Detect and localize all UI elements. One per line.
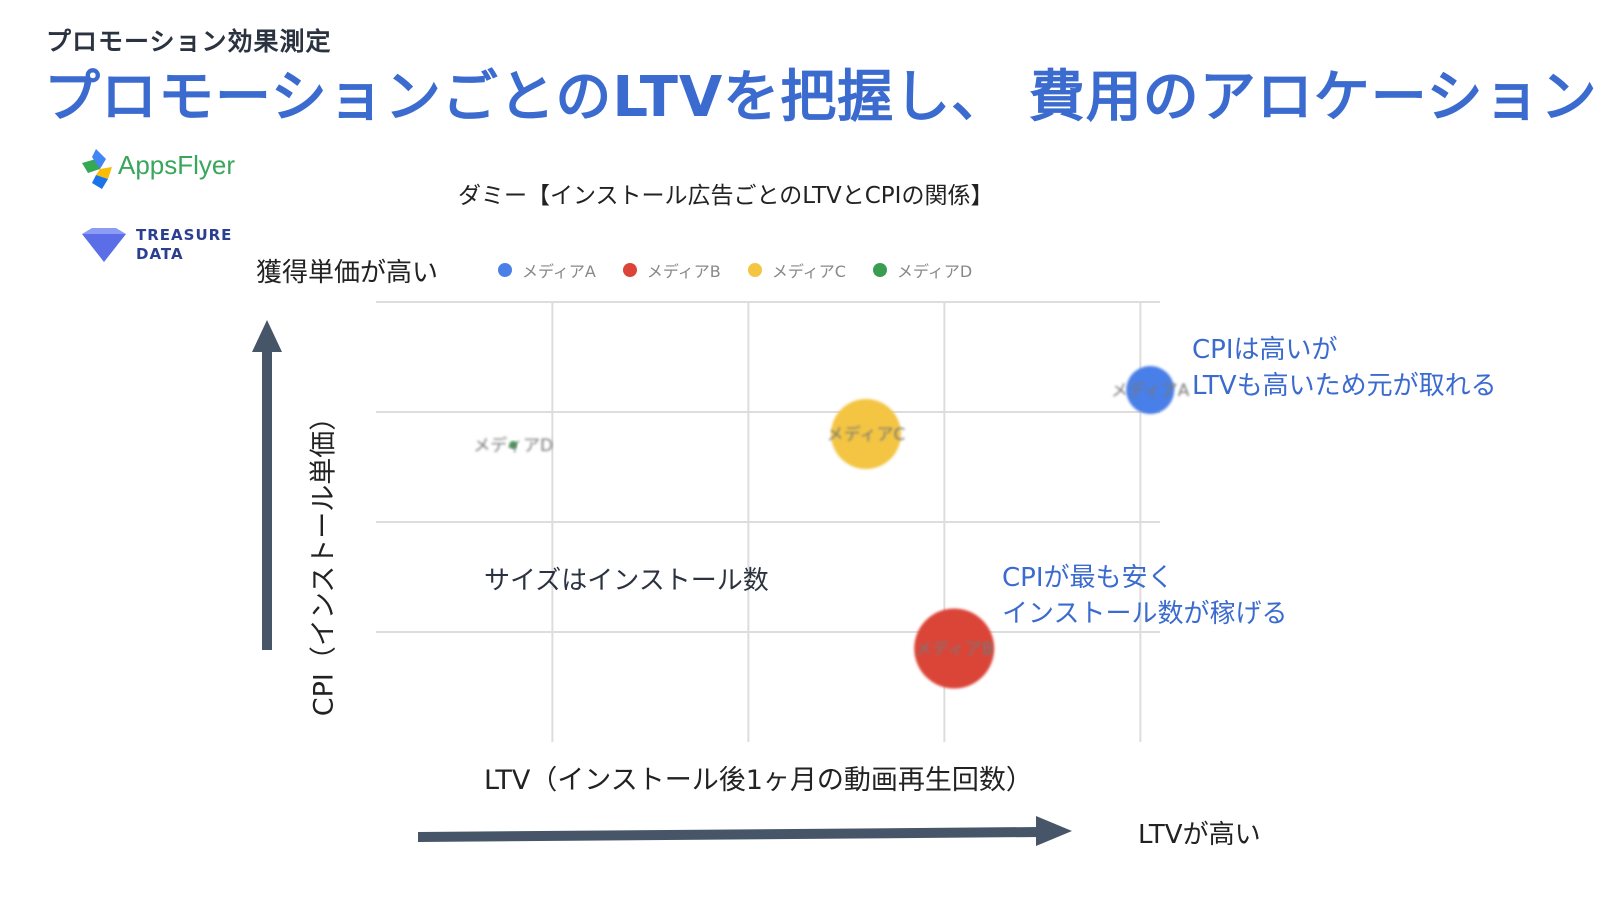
- y-axis-arrow: [252, 320, 282, 650]
- legend-dot-media-d: [873, 263, 888, 277]
- point-media-d: [509, 441, 518, 449]
- legend-item-media-a: メディアA: [498, 258, 596, 282]
- annotation-b-line-1: CPIが最も安く: [1002, 563, 1174, 593]
- treasure-data-logo: [82, 228, 126, 262]
- point-media-c: [831, 399, 901, 469]
- size-note: サイズはインストール数: [484, 566, 769, 596]
- appsflyer-logo: [82, 149, 112, 189]
- y-axis-label: CPI（インストール単価）: [308, 403, 340, 717]
- annotation-a-line-1: CPIは高いが: [1192, 335, 1338, 365]
- legend-label-media-d: メディアD: [897, 262, 973, 281]
- ltv-high-label: LTVが高い: [1138, 820, 1261, 850]
- legend-label-media-a: メディアA: [522, 262, 596, 281]
- legend-item-media-d: メディアD: [873, 258, 972, 282]
- legend-item-media-b: メディアB: [622, 258, 721, 282]
- annotation-media-a: CPIは高いが LTVも高いため元が取れる: [1192, 332, 1497, 404]
- point-label-media-c: メディアC: [827, 424, 906, 445]
- appsflyer-wordmark: AppsFlyer: [118, 150, 236, 180]
- annotation-a-line-2: LTVも高いため元が取れる: [1192, 371, 1497, 401]
- x-axis-label: LTV（インストール後1ヶ月の動画再生回数）: [484, 765, 1033, 796]
- legend-label-media-b: メディアB: [646, 262, 721, 281]
- legend-dot-media-c: [747, 263, 762, 277]
- chart-legend: メディアA メディアB メディアC メディアD: [498, 258, 994, 282]
- point-media-a: [1126, 366, 1175, 414]
- point-label-media-a: メディアA: [1111, 380, 1190, 401]
- annotation-media-b: CPIが最も安く インストール数が稼げる: [1002, 560, 1287, 632]
- chart-grid: [376, 301, 1160, 742]
- chart-points: メディアA メディアB メディアC メディアD: [473, 366, 1190, 689]
- point-media-b: [914, 608, 995, 689]
- legend-label-media-c: メディアC: [771, 262, 846, 281]
- legend-dot-media-b: [622, 263, 637, 277]
- x-axis-arrow: [418, 816, 1072, 846]
- treasure-line-2: DATA: [136, 245, 184, 263]
- point-label-media-b: メディアB: [915, 639, 993, 660]
- point-label-media-d: メディアD: [473, 435, 553, 456]
- annotation-b-line-2: インストール数が稼げる: [1002, 599, 1288, 629]
- chart-title: ダミー【インストール広告ごとのLTVとCPIの関係】: [458, 183, 994, 209]
- legend-dot-media-a: [498, 263, 512, 277]
- treasure-line-1: TREASURE: [136, 226, 233, 244]
- treasure-data-wordmark: TREASURE DATA: [136, 226, 232, 264]
- subtitle: プロモーション効果測定: [46, 27, 332, 56]
- legend-item-media-c: メディアC: [747, 258, 846, 282]
- cpi-high-label: 獲得単価が高い: [256, 258, 439, 288]
- page-title: プロモーションごとのLTVを把握し、 費用のアロケーション: [44, 65, 1598, 130]
